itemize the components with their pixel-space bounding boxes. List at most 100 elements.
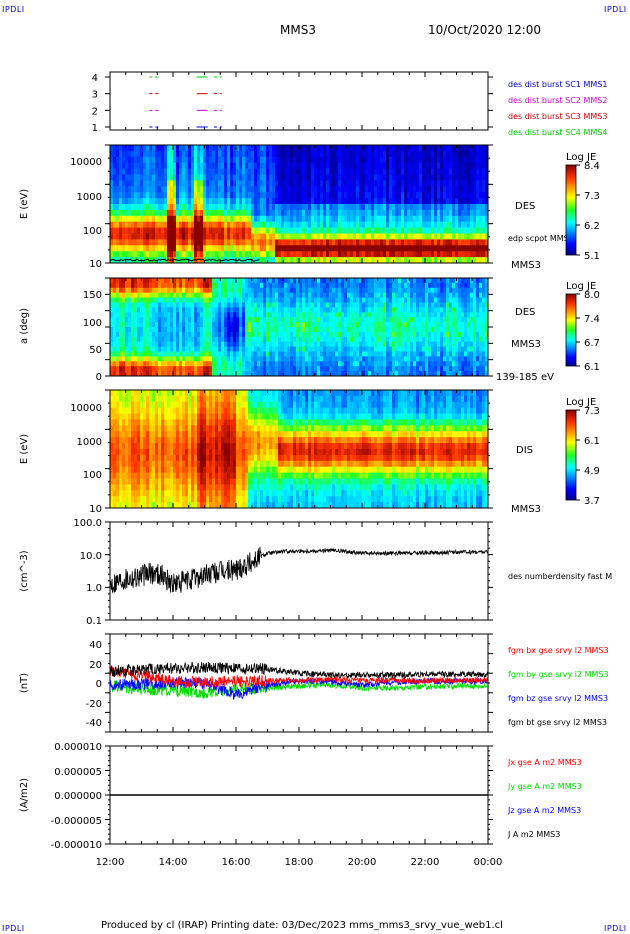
spectrogram-cell xyxy=(257,341,261,348)
spectrogram-cell xyxy=(242,233,246,240)
spectrogram-cell xyxy=(281,351,285,357)
spectrogram-cell xyxy=(350,302,354,308)
spectrogram-cell xyxy=(398,233,402,240)
spectrogram-cell xyxy=(143,278,147,284)
spectrogram-cell xyxy=(119,162,123,170)
spectrogram-cell xyxy=(155,251,159,258)
spectrogram-cell xyxy=(386,327,390,333)
spectrogram-cell xyxy=(191,322,195,328)
spectrogram-cell xyxy=(185,327,189,333)
spectrogram-cell xyxy=(302,215,306,223)
spectrogram-cell xyxy=(308,307,312,313)
spectrogram-cell xyxy=(392,156,396,164)
spectrogram-cell xyxy=(482,198,486,205)
spectrogram-cell xyxy=(206,351,210,357)
spectrogram-cell xyxy=(191,346,195,353)
spectrogram-cell xyxy=(341,346,345,353)
spectrogram-cell xyxy=(230,156,234,164)
spectrogram-cell xyxy=(215,351,219,357)
spectrogram-cell xyxy=(263,227,267,235)
spectrogram-cell xyxy=(224,336,228,343)
spectrogram-cell xyxy=(392,227,396,235)
spectrogram-cell xyxy=(482,162,486,170)
spectrogram-cell xyxy=(272,156,276,164)
spectrogram-cell xyxy=(398,361,402,367)
spectrogram-cell xyxy=(230,282,234,289)
spectrogram-cell xyxy=(350,227,354,235)
spectrogram-cell xyxy=(413,227,417,235)
spectrogram-cell xyxy=(254,278,258,284)
spectrogram-cell xyxy=(263,215,267,223)
spectrogram-cell xyxy=(389,204,393,211)
spectrogram-cell xyxy=(221,336,225,343)
spectrogram-cell xyxy=(203,150,207,158)
spectrogram-cell xyxy=(278,312,282,318)
spectrogram-cell xyxy=(461,180,465,187)
spectrogram-cell xyxy=(281,317,285,323)
spectrogram-cell xyxy=(308,227,312,235)
spectrogram-cell xyxy=(227,302,231,308)
spectrogram-cell xyxy=(161,239,165,246)
footer-credit: Produced by cl (IRAP) Printing date: 03/… xyxy=(101,920,503,931)
spectrogram-cell xyxy=(170,302,174,308)
spectrogram-cell xyxy=(191,245,195,252)
spectrogram-cell xyxy=(305,204,309,211)
spectrogram-cell xyxy=(170,156,174,164)
spectrogram-cell xyxy=(227,322,231,328)
spectrogram-cell xyxy=(302,150,306,158)
spectrogram-cell xyxy=(437,331,441,338)
spectrogram-cell xyxy=(431,156,435,164)
spectrogram-cell xyxy=(212,361,216,367)
spectrogram-cell xyxy=(440,356,444,362)
spectrogram-cell xyxy=(395,327,399,333)
spectrogram-cell xyxy=(116,307,120,313)
spectrogram-cell xyxy=(371,341,375,348)
spectrogram-cell xyxy=(341,180,345,187)
spectrogram-cell xyxy=(323,317,327,323)
spectrogram-cell xyxy=(455,209,459,217)
spectrogram-cell xyxy=(212,174,216,181)
spectrogram-cell xyxy=(359,287,363,294)
spectrogram-cell xyxy=(134,287,138,294)
spectrogram-cell xyxy=(440,251,444,258)
spectrogram-cell xyxy=(338,327,342,333)
spectrogram-cell xyxy=(224,180,228,187)
spectrogram-cell xyxy=(470,209,474,217)
spectrogram-cell xyxy=(323,239,327,246)
spectrogram-cell xyxy=(218,292,222,299)
spectrogram-cell xyxy=(416,245,420,252)
spectrogram-cell xyxy=(113,192,117,199)
spectrogram-cell xyxy=(314,174,318,181)
spectrogram-cell xyxy=(359,312,363,318)
spectrogram-cell xyxy=(206,317,210,323)
spectrogram-cell xyxy=(419,346,423,353)
spectrogram-cell xyxy=(176,346,180,353)
spectrogram-cell xyxy=(428,341,432,348)
spectrogram-cell xyxy=(206,174,210,181)
spectrogram-cell xyxy=(464,209,468,217)
spectrogram-cell xyxy=(419,245,423,252)
spectrogram-cell xyxy=(269,331,273,338)
spectrogram-cell xyxy=(137,356,141,362)
spectrogram-cell xyxy=(116,215,120,223)
spectrogram-cell xyxy=(170,162,174,170)
spectrogram-cell xyxy=(413,317,417,323)
spectrogram-cell xyxy=(443,245,447,252)
spectrogram-cell xyxy=(326,150,330,158)
spectrogram-cell xyxy=(245,192,249,199)
right-label: MMS3 xyxy=(511,260,541,271)
spectrogram-cell xyxy=(347,156,351,164)
spectrogram-cell xyxy=(365,312,369,318)
spectrogram-cell xyxy=(179,336,183,343)
spectrogram-cell xyxy=(284,180,288,187)
spectrogram-cell xyxy=(215,371,219,376)
spectrogram-cell xyxy=(371,278,375,284)
spectrogram-cell xyxy=(383,327,387,333)
spectrogram-cell xyxy=(218,227,222,235)
spectrogram-cell xyxy=(143,297,147,304)
corner-mark-top-left: IPDLI xyxy=(2,5,25,14)
spectrogram-cell xyxy=(314,145,318,152)
spectrogram-cell xyxy=(170,307,174,313)
spectrogram-cell xyxy=(209,204,213,211)
spectrogram-cell xyxy=(374,180,378,187)
